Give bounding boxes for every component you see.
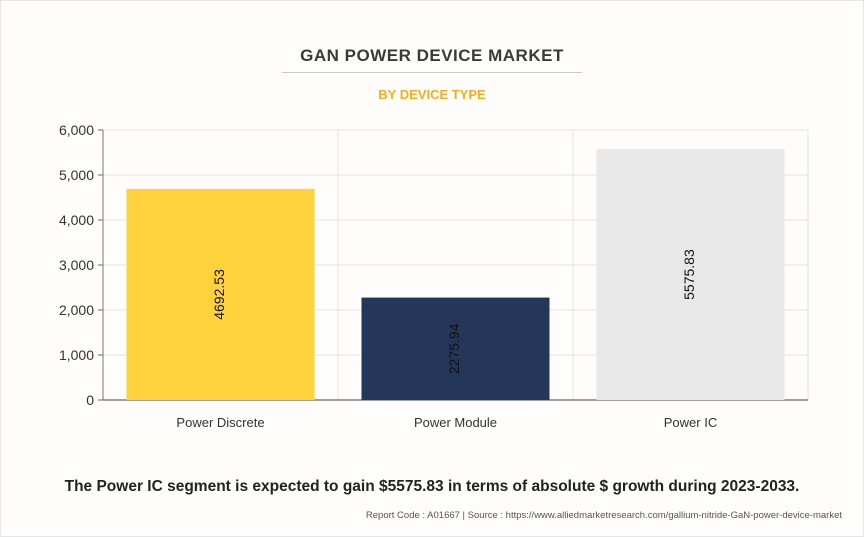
x-tick-label: Power Discrete	[176, 415, 264, 430]
bar-power-ic	[596, 149, 785, 400]
x-tick-label: Power IC	[664, 415, 717, 430]
chart-title: GAN POWER DEVICE MARKET	[300, 46, 564, 65]
bar-power-discrete	[126, 188, 315, 400]
bar-power-module	[361, 297, 550, 400]
y-tick-label: 1,000	[59, 347, 94, 363]
y-tick-label: 0	[86, 392, 94, 408]
y-tick-label: 6,000	[59, 122, 94, 138]
footer-source: Report Code : A01667 | Source : https://…	[365, 510, 842, 521]
footer-headline: The Power IC segment is expected to gain…	[64, 478, 800, 495]
y-tick-label: 5,000	[59, 167, 94, 183]
y-tick-label: 4,000	[59, 212, 94, 228]
bar-chart: 0 1,000 2,000 3,000 4,000 5,000 6,000 4692.53 Po…	[59, 122, 809, 430]
title-divider	[282, 72, 582, 73]
bar-value-label: 5575.83	[681, 249, 697, 300]
bar-value-label: 4692.53	[211, 269, 227, 320]
y-tick-label: 2,000	[59, 302, 94, 318]
chart-subtitle: BY DEVICE TYPE	[378, 87, 486, 102]
y-tick-label: 3,000	[59, 257, 94, 273]
x-tick-label: Power Module	[414, 415, 497, 430]
bar-value-label: 2275.94	[446, 323, 462, 374]
